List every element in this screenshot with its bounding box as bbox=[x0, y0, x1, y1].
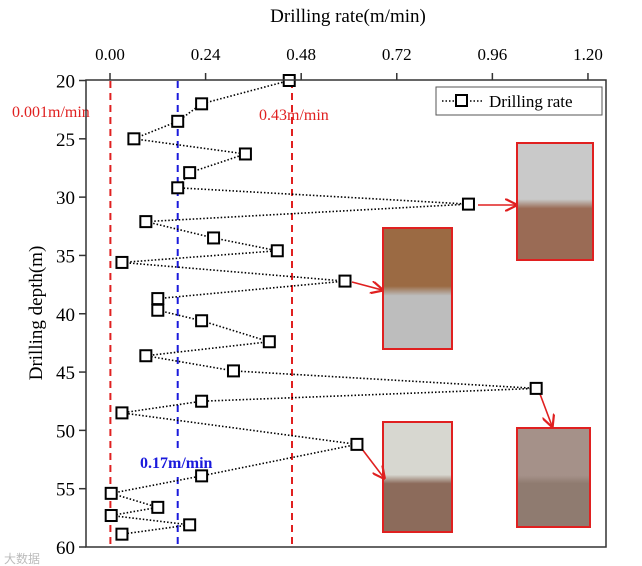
data-point bbox=[195, 469, 209, 483]
x-tick-label: 0.72 bbox=[382, 45, 412, 64]
data-point bbox=[270, 244, 284, 258]
data-point bbox=[238, 147, 252, 161]
data-point bbox=[151, 303, 165, 317]
y-tick-label: 50 bbox=[56, 421, 75, 442]
series-line-drilling-rate bbox=[110, 79, 537, 535]
y-tick-label: 25 bbox=[56, 130, 75, 151]
y-tick-label: 45 bbox=[56, 363, 75, 384]
x-axis-label: Drilling rate(m/min) bbox=[270, 6, 426, 27]
reference-line-label: 0.001m/min bbox=[12, 104, 90, 121]
data-point bbox=[183, 166, 197, 180]
y-tick-label: 35 bbox=[56, 246, 75, 267]
core-photo-inset bbox=[516, 427, 591, 528]
reference-line-label: 0.43m/min bbox=[259, 107, 329, 124]
core-photo-inset bbox=[516, 142, 594, 261]
x-tick-label: 0.96 bbox=[477, 45, 507, 64]
data-point bbox=[195, 394, 209, 408]
inset-arrow bbox=[539, 393, 552, 426]
inset-arrow bbox=[361, 448, 384, 478]
data-point bbox=[171, 181, 185, 195]
reference-line-label: 0.17m/min bbox=[140, 455, 213, 472]
legend: Drilling rate bbox=[435, 86, 603, 116]
inset-arrow bbox=[351, 282, 382, 290]
data-point bbox=[529, 381, 543, 395]
data-point bbox=[207, 231, 221, 245]
data-point bbox=[151, 500, 165, 514]
y-tick-label: 55 bbox=[56, 480, 75, 501]
y-tick-label: 40 bbox=[56, 305, 75, 326]
core-photo-inset bbox=[382, 227, 453, 350]
data-point bbox=[151, 292, 165, 306]
data-point bbox=[115, 255, 129, 269]
data-point bbox=[115, 527, 129, 541]
y-tick-label: 30 bbox=[56, 188, 75, 209]
data-point bbox=[262, 335, 276, 349]
data-point bbox=[104, 509, 118, 523]
x-tick-label: 0.24 bbox=[191, 45, 221, 64]
data-point bbox=[104, 486, 118, 500]
data-point bbox=[171, 114, 185, 128]
legend-label: Drilling rate bbox=[489, 92, 573, 111]
data-point bbox=[115, 406, 129, 420]
reference-label-bg bbox=[138, 452, 222, 474]
data-point bbox=[195, 314, 209, 328]
watermark: 大数据 bbox=[4, 551, 40, 566]
x-tick-label: 0.48 bbox=[286, 45, 316, 64]
core-photo-inset bbox=[382, 421, 453, 533]
data-point bbox=[226, 364, 240, 378]
data-point bbox=[338, 274, 352, 288]
data-point bbox=[127, 132, 141, 146]
y-axis-label: Drilling depth(m) bbox=[26, 246, 47, 381]
data-point bbox=[350, 437, 364, 451]
data-point bbox=[461, 197, 475, 211]
x-tick-label: 0.00 bbox=[95, 45, 125, 64]
x-tick-label: 1.20 bbox=[573, 45, 603, 64]
data-point bbox=[183, 518, 197, 532]
data-point bbox=[139, 215, 153, 229]
y-tick-label: 60 bbox=[56, 538, 75, 559]
data-point bbox=[139, 349, 153, 363]
legend-marker-square bbox=[455, 94, 468, 107]
data-point bbox=[195, 97, 209, 111]
y-tick-label: 20 bbox=[56, 72, 75, 93]
